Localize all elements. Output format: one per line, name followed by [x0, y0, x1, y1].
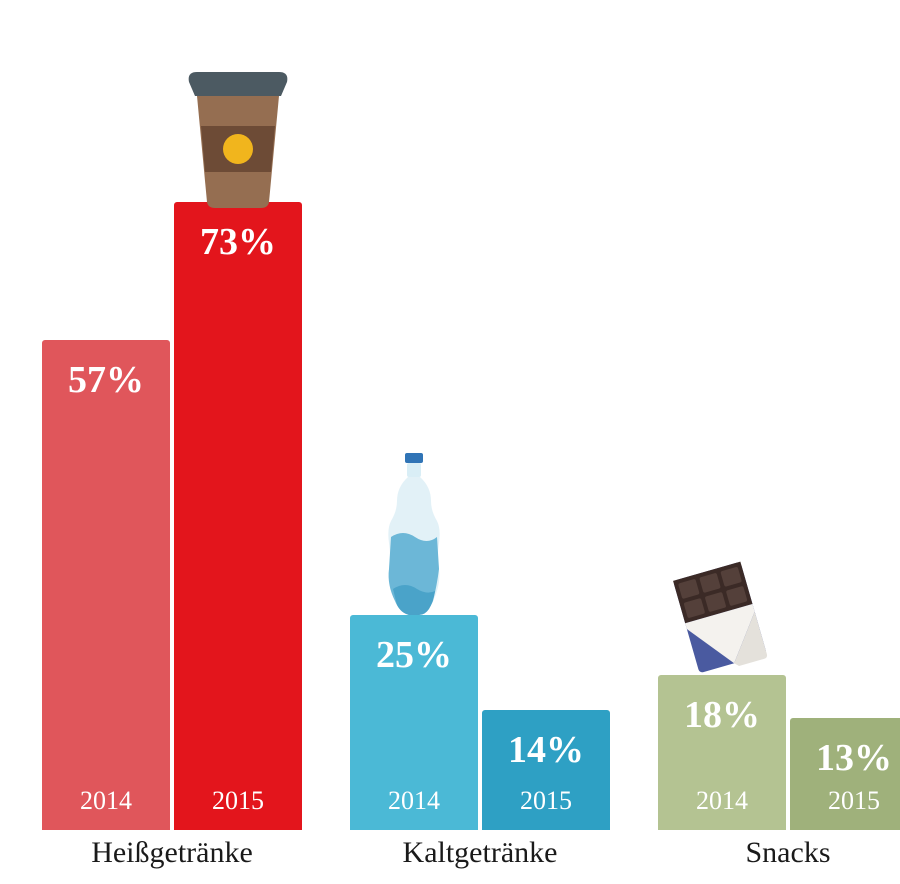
pct-label: 73% [174, 220, 302, 264]
pct-label: 13% [790, 736, 900, 780]
bottle-icon [375, 451, 453, 621]
pct-label: 57% [42, 358, 170, 402]
bar-snacks-2015: 13% 2015 [790, 718, 900, 830]
year-label: 2015 [790, 786, 900, 816]
pct-label: 25% [350, 633, 478, 677]
category-label-heiss: Heißgetränke [42, 836, 302, 870]
category-label-snacks: Snacks [658, 836, 900, 870]
pct-label: 18% [658, 693, 786, 737]
group-heiss: 57% 2014 73% 2015 [42, 202, 302, 830]
category-label-kalt: Kaltgetränke [350, 836, 610, 870]
year-label: 2014 [42, 786, 170, 816]
year-label: 2014 [658, 786, 786, 816]
bar-snacks-2014: 18% 2014 [658, 675, 786, 830]
coffee-icon [183, 68, 293, 208]
bar-heiss-2014: 57% 2014 [42, 340, 170, 830]
year-label: 2015 [174, 786, 302, 816]
bar-kalt-2015: 14% 2015 [482, 710, 610, 830]
chocolate-icon [662, 561, 782, 681]
group-kalt: 25% 201414% 2015 [350, 615, 610, 830]
year-label: 2015 [482, 786, 610, 816]
chart-stage: 57%201473%2015Heißgetränke25%201414%2015… [0, 0, 900, 884]
bar-heiss-2015: 73% 2015 [174, 202, 302, 830]
group-snacks: 18% 201413% 2015 [658, 675, 900, 830]
bar-kalt-2014: 25% 2014 [350, 615, 478, 830]
pct-label: 14% [482, 728, 610, 772]
year-label: 2014 [350, 786, 478, 816]
